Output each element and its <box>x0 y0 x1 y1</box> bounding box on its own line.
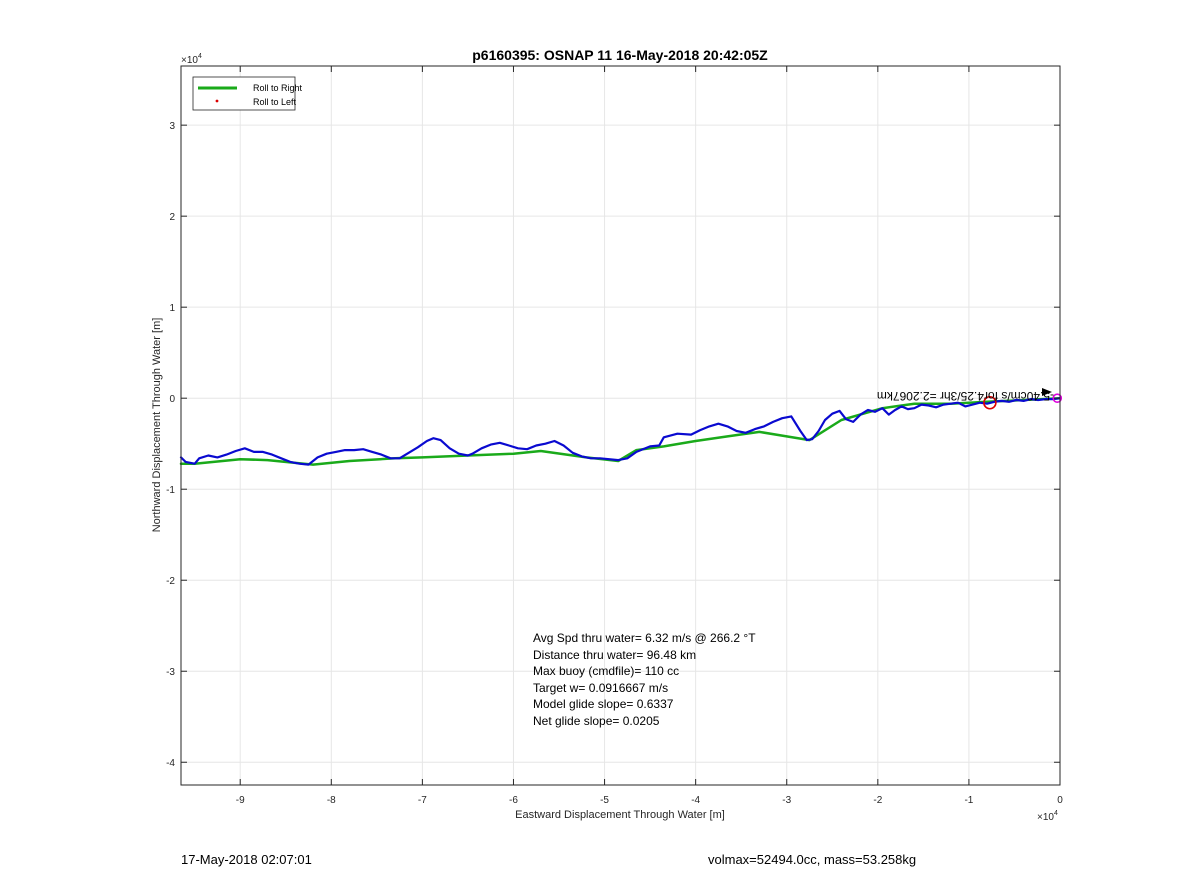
x-axis-label: Eastward Displacement Through Water [m] <box>515 809 725 821</box>
x-tick-label: -9 <box>236 795 245 806</box>
arrow-head-icon <box>1042 388 1052 396</box>
x-tick-label: -8 <box>327 795 336 806</box>
legend-label-roll-right: Roll to Right <box>253 83 303 93</box>
y-tick-label: 1 <box>169 303 175 314</box>
legend: Roll to Right Roll to Left <box>192 76 303 111</box>
x-tick-label: -6 <box>509 795 518 806</box>
marker-0 <box>983 395 997 410</box>
x-tick-label: 0 <box>1057 795 1063 806</box>
legend-swatch-roll-left <box>215 99 219 103</box>
rotated-speed-label: -5.40cm/s for4.25/3hr =2.2067km <box>877 389 1054 403</box>
x-exponent-label: ×104 <box>1037 810 1058 823</box>
x-tick-label: -1 <box>964 795 973 806</box>
plot-area <box>181 66 1060 785</box>
y-tick-label: -3 <box>166 667 175 678</box>
x-exponent-base: ×10 <box>1037 812 1054 823</box>
y-exponent-power: 4 <box>198 53 202 60</box>
x-tick-label: -5 <box>600 795 609 806</box>
series-line-1 <box>179 397 1062 466</box>
x-exponent-power: 4 <box>1054 810 1058 817</box>
y-exponent-label: ×104 <box>181 53 202 66</box>
stats-annotation: Avg Spd thru water= 6.32 m/s @ 266.2 °T … <box>533 631 756 728</box>
series-group <box>179 396 1062 466</box>
stat-line: Target w= 0.0916667 m/s <box>533 681 668 695</box>
y-tick-label: 0 <box>169 394 175 405</box>
stat-line: Model glide slope= 0.6337 <box>533 697 674 711</box>
x-tick-label: -2 <box>873 795 882 806</box>
x-tick-label: -7 <box>418 795 427 806</box>
ticks: -9 -8 -7 -6 -5 -4 -3 -2 -1 0 3 2 1 0 -1 -2 -3 -4 <box>166 66 1063 806</box>
y-tick-label: -1 <box>166 485 175 496</box>
legend-box <box>192 76 296 111</box>
footer-date: 17-May-2018 02:07:01 <box>181 852 312 867</box>
y-tick-label: -2 <box>166 576 175 587</box>
stat-line: Distance thru water= 96.48 km <box>533 648 696 662</box>
x-tick-label: -3 <box>782 795 791 806</box>
plot-frame <box>180 65 1061 786</box>
marker-1 <box>1052 393 1063 403</box>
footer-info: volmax=52494.0cc, mass=53.258kg <box>708 852 917 867</box>
series-line-0 <box>179 396 1062 466</box>
stat-line: Max buoy (cmdfile)= 110 cc <box>533 664 679 678</box>
legend-label-roll-left: Roll to Left <box>253 97 297 107</box>
y-tick-label: -4 <box>166 758 175 769</box>
y-exponent-base: ×10 <box>181 55 198 66</box>
stat-line: Net glide slope= 0.0205 <box>533 714 660 728</box>
y-axis-label: Northward Displacement Through Water [m] <box>151 318 163 533</box>
chart-title: p6160395: OSNAP 11 16-May-2018 20:42:05Z <box>472 47 768 63</box>
x-tick-label: -4 <box>691 795 700 806</box>
markers-group <box>983 388 1063 410</box>
stat-line: Avg Spd thru water= 6.32 m/s @ 266.2 °T <box>533 631 756 645</box>
y-tick-label: 2 <box>169 212 175 223</box>
y-tick-label: 3 <box>169 121 175 132</box>
